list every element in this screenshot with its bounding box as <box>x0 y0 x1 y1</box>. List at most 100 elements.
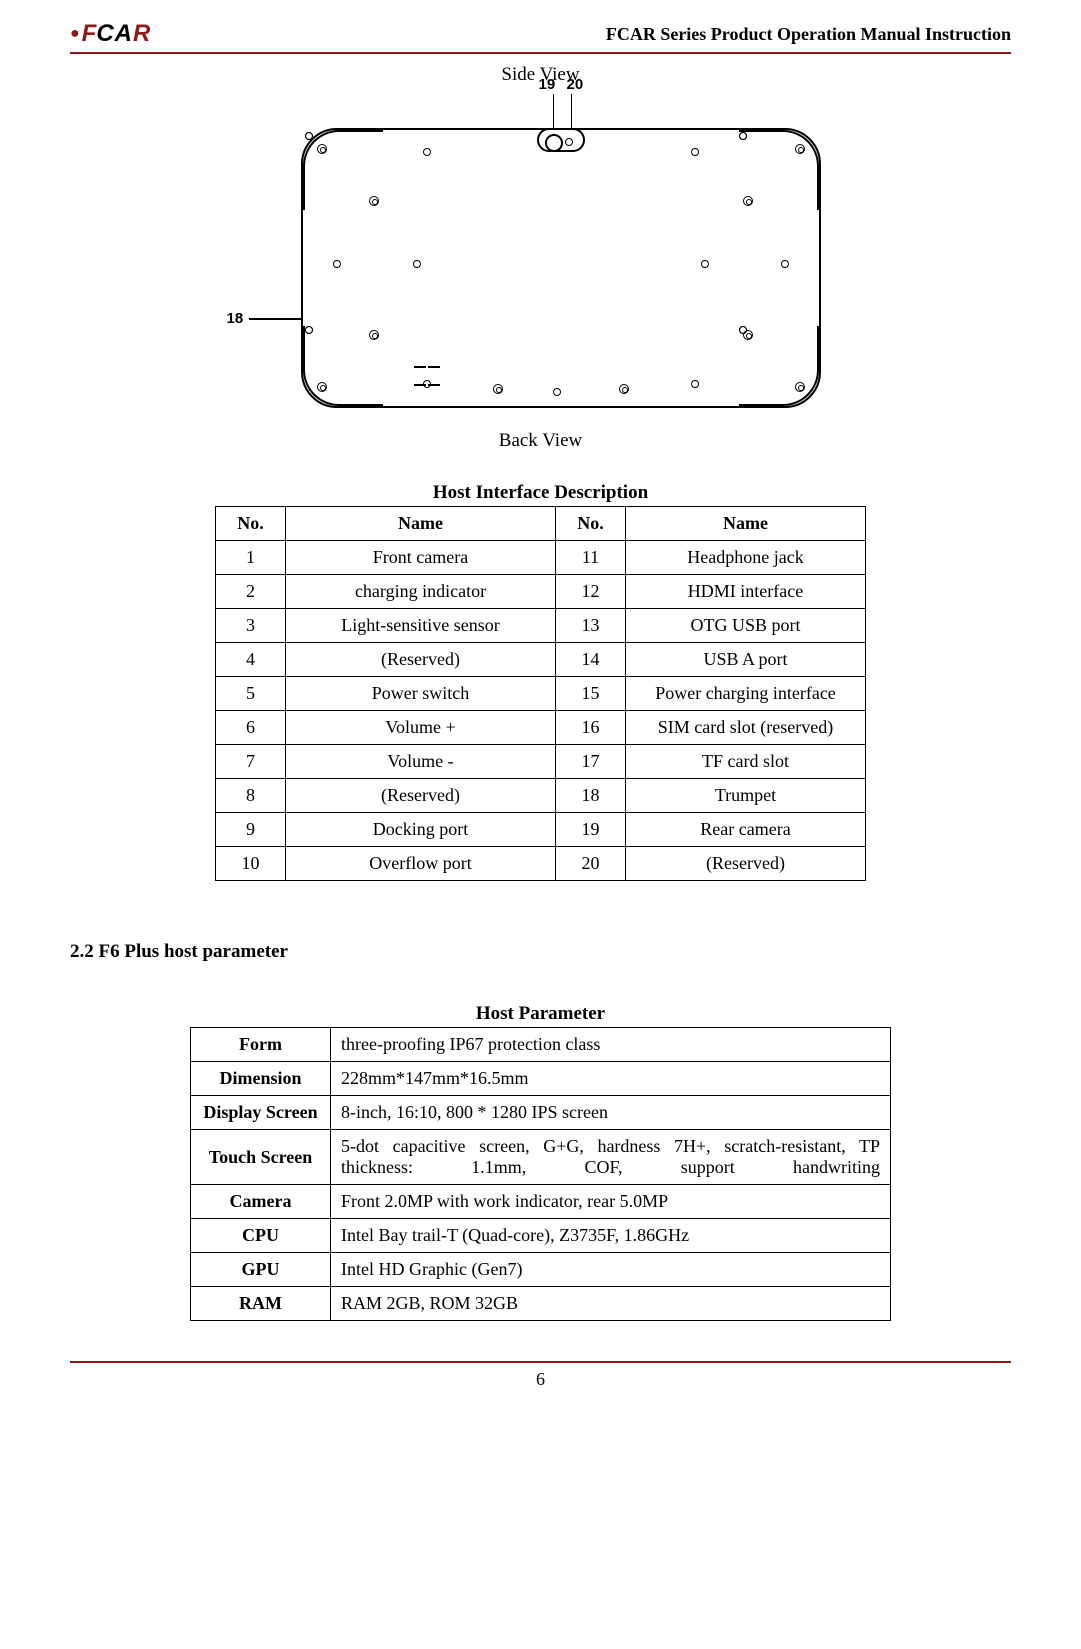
col-header: Name <box>626 507 866 541</box>
callout-line-icon <box>571 94 573 128</box>
logo-letter-r: R <box>133 20 150 48</box>
table-cell: (Reserved) <box>286 779 556 813</box>
table-row: 8(Reserved)18Trumpet <box>216 779 866 813</box>
table-row: GPUIntel HD Graphic (Gen7) <box>191 1253 891 1287</box>
table-row: 5Power switch15Power charging interface <box>216 677 866 711</box>
table-cell: Docking port <box>286 813 556 847</box>
table-cell: 19 <box>556 813 626 847</box>
table-cell: 2 <box>216 575 286 609</box>
screw-icon <box>743 196 753 206</box>
col-header: No. <box>556 507 626 541</box>
table-row: 7Volume -17TF card slot <box>216 745 866 779</box>
param-key: RAM <box>191 1287 331 1321</box>
table-row: CPUIntel Bay trail-T (Quad-core), Z3735F… <box>191 1219 891 1253</box>
table-row: 9Docking port19Rear camera <box>216 813 866 847</box>
table-cell: HDMI interface <box>626 575 866 609</box>
hole-icon <box>701 260 709 268</box>
device-outline-icon <box>301 128 821 408</box>
hole-icon <box>691 380 699 388</box>
screw-icon <box>795 144 805 154</box>
table-cell: (Reserved) <box>626 847 866 881</box>
hole-icon <box>691 148 699 156</box>
header-title: FCAR Series Product Operation Manual Ins… <box>606 24 1011 45</box>
screw-icon <box>369 196 379 206</box>
table-row: 3Light-sensitive sensor13OTG USB port <box>216 609 866 643</box>
iface-table-title: Host Interface Description <box>70 482 1011 504</box>
table-cell: USB A port <box>626 643 866 677</box>
table-cell: 12 <box>556 575 626 609</box>
table-cell: (Reserved) <box>286 643 556 677</box>
table-cell: 9 <box>216 813 286 847</box>
screw-icon <box>795 382 805 392</box>
param-key: Camera <box>191 1185 331 1219</box>
figure-bottom-label: Back View <box>70 430 1011 452</box>
screw-icon <box>493 384 503 394</box>
hole-icon <box>553 388 561 396</box>
speaker-grille-icon <box>413 356 443 366</box>
callout-label-19: 19 <box>539 76 556 93</box>
table-cell: SIM card slot (reserved) <box>626 711 866 745</box>
table-cell: 6 <box>216 711 286 745</box>
param-value: Front 2.0MP with work indicator, rear 5.… <box>331 1185 891 1219</box>
param-table-title: Host Parameter <box>70 1003 1011 1025</box>
table-cell: 4 <box>216 643 286 677</box>
back-view-diagram: 19 20 18 <box>231 90 851 430</box>
table-row: CameraFront 2.0MP with work indicator, r… <box>191 1185 891 1219</box>
table-row: 10Overflow port20(Reserved) <box>216 847 866 881</box>
table-row: RAMRAM 2GB, ROM 32GB <box>191 1287 891 1321</box>
callout-line-icon <box>553 94 555 128</box>
hole-icon <box>781 260 789 268</box>
table-row: 2charging indicator12HDMI interface <box>216 575 866 609</box>
callout-label-18: 18 <box>227 310 244 327</box>
table-row: 6Volume +16SIM card slot (reserved) <box>216 711 866 745</box>
table-cell: 11 <box>556 541 626 575</box>
param-value: RAM 2GB, ROM 32GB <box>331 1287 891 1321</box>
table-cell: 15 <box>556 677 626 711</box>
page-header: ● F CA R FCAR Series Product Operation M… <box>70 20 1011 54</box>
table-cell: Headphone jack <box>626 541 866 575</box>
table-cell: 8 <box>216 779 286 813</box>
param-value: 8-inch, 16:10, 800 * 1280 IPS screen <box>331 1096 891 1130</box>
table-header-row: No. Name No. Name <box>216 507 866 541</box>
table-cell: 3 <box>216 609 286 643</box>
hole-icon <box>423 380 431 388</box>
screw-icon <box>317 382 327 392</box>
table-cell: 16 <box>556 711 626 745</box>
section-heading: 2.2 F6 Plus host parameter <box>70 941 1011 963</box>
logo-bullet-icon: ● <box>70 25 80 43</box>
table-cell: TF card slot <box>626 745 866 779</box>
hole-icon <box>333 260 341 268</box>
table-cell: Overflow port <box>286 847 556 881</box>
table-cell: Light-sensitive sensor <box>286 609 556 643</box>
col-header: No. <box>216 507 286 541</box>
table-cell: Front camera <box>286 541 556 575</box>
table-cell: 17 <box>556 745 626 779</box>
table-row: Display Screen8-inch, 16:10, 800 * 1280 … <box>191 1096 891 1130</box>
table-cell: 5 <box>216 677 286 711</box>
screw-icon <box>369 330 379 340</box>
page-number: 6 <box>536 1369 545 1389</box>
table-cell: 7 <box>216 745 286 779</box>
param-value: three-proofing IP67 protection class <box>331 1028 891 1062</box>
param-key: Form <box>191 1028 331 1062</box>
param-value: 228mm*147mm*16.5mm <box>331 1062 891 1096</box>
table-cell: Volume - <box>286 745 556 779</box>
table-cell: 13 <box>556 609 626 643</box>
table-row: Dimension228mm*147mm*16.5mm <box>191 1062 891 1096</box>
screw-icon <box>743 330 753 340</box>
host-interface-table: No. Name No. Name 1Front camera11Headpho… <box>215 506 866 881</box>
table-row: Touch Screen5-dot capacitive screen, G+G… <box>191 1130 891 1185</box>
host-parameter-table: Formthree-proofing IP67 protection class… <box>190 1027 891 1321</box>
table-cell: 14 <box>556 643 626 677</box>
page-footer: 6 <box>70 1361 1011 1390</box>
param-key: Touch Screen <box>191 1130 331 1185</box>
param-value: 5-dot capacitive screen, G+G, hardness 7… <box>331 1130 891 1185</box>
hole-icon <box>413 260 421 268</box>
callout-label-20: 20 <box>567 76 584 93</box>
camera-module-icon <box>537 128 585 152</box>
screw-icon <box>317 144 327 154</box>
param-key: Dimension <box>191 1062 331 1096</box>
table-cell: charging indicator <box>286 575 556 609</box>
table-cell: 1 <box>216 541 286 575</box>
logo-letter-f: F <box>82 20 97 48</box>
